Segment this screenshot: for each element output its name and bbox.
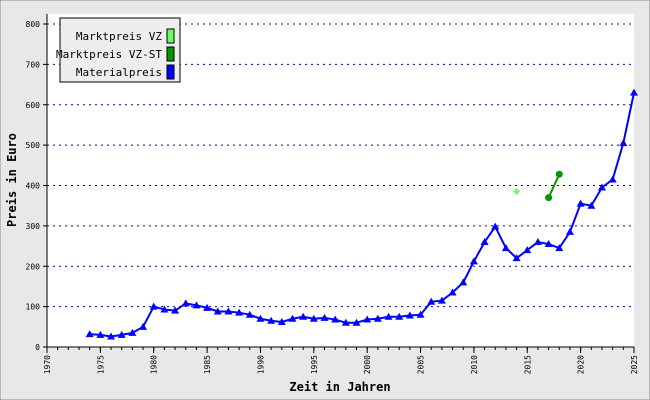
data-point [533, 238, 542, 246]
data-point [576, 199, 585, 207]
data-point [395, 312, 404, 320]
data-point [181, 299, 190, 307]
legend-label: Marktpreis VZ [76, 30, 162, 43]
y-tick-label: 200 [26, 262, 41, 271]
data-point [171, 306, 180, 314]
data-point [544, 240, 553, 248]
data-point [555, 170, 563, 178]
data-point [384, 312, 393, 320]
data-point [224, 307, 233, 315]
x-tick-label: 2020 [577, 355, 586, 374]
legend-swatch [166, 28, 175, 44]
x-tick-label: 1970 [43, 355, 52, 374]
series-line [547, 173, 561, 199]
x-tick-label: 2015 [523, 355, 532, 374]
y-tick-label: 500 [26, 141, 41, 150]
data-point [469, 257, 478, 265]
data-point [416, 310, 425, 318]
data-point [459, 278, 468, 286]
data-point [245, 310, 254, 318]
data-point [480, 238, 489, 246]
y-axis-title: Preis in Euro [5, 133, 19, 227]
data-point [523, 246, 532, 254]
data-point [235, 308, 244, 316]
legend-label: Materialpreis [76, 66, 162, 79]
x-tick-label: 1975 [96, 355, 105, 374]
y-tick-label: 600 [26, 101, 41, 110]
data-point [96, 330, 105, 338]
data-point [597, 183, 606, 191]
data-point [139, 322, 148, 330]
x-tick-label: 1990 [256, 355, 265, 374]
data-point [373, 314, 382, 322]
x-tick-label: 1985 [203, 355, 212, 374]
data-point [501, 244, 510, 252]
data-point [565, 227, 574, 235]
data-point [203, 303, 212, 311]
x-tick-label: 1980 [150, 355, 159, 374]
data-point [128, 328, 137, 336]
data-point [267, 316, 276, 324]
x-tick-label: 2010 [470, 355, 479, 374]
x-tick-label: 2000 [363, 355, 372, 374]
data-point [299, 312, 308, 320]
data-point [587, 201, 596, 209]
data-point [213, 307, 222, 315]
data-point [85, 330, 94, 338]
legend-swatch [166, 64, 175, 80]
data-point [149, 302, 158, 310]
legend-label: Marktpreis VZ-ST [56, 48, 162, 61]
y-tick-label: 700 [26, 60, 41, 69]
data-point [512, 254, 521, 262]
data-point [256, 314, 265, 322]
y-tick-label: 800 [26, 20, 41, 29]
legend-box [59, 17, 181, 83]
data-point [427, 297, 436, 305]
y-tick-label: 100 [26, 303, 41, 312]
data-point [437, 296, 446, 304]
data-point [288, 314, 297, 322]
data-point [107, 332, 116, 340]
data-point [545, 194, 553, 202]
series-line [89, 92, 635, 338]
y-tick-label: 0 [35, 343, 40, 352]
data-point [513, 188, 521, 196]
data-point [448, 288, 457, 296]
data-point [630, 88, 638, 96]
data-point [405, 311, 414, 319]
data-point [331, 315, 340, 323]
data-point [363, 315, 372, 323]
data-point [341, 318, 350, 326]
legend-swatch [166, 46, 175, 62]
x-tick-label: 1995 [310, 355, 319, 374]
data-point [619, 139, 628, 147]
data-point [277, 317, 286, 325]
x-axis-title: Zeit in Jahren [289, 380, 390, 394]
data-point [352, 318, 361, 326]
y-tick-label: 400 [26, 182, 41, 191]
data-point [309, 314, 318, 322]
data-point [192, 301, 201, 309]
data-point [491, 222, 500, 230]
data-point [555, 244, 564, 252]
x-tick-label: 2005 [417, 355, 426, 374]
data-point [608, 175, 617, 183]
x-tick-label: 2025 [630, 355, 639, 374]
data-point [160, 305, 169, 313]
data-point [320, 313, 329, 321]
y-tick-label: 300 [26, 222, 41, 231]
data-point [117, 330, 126, 338]
